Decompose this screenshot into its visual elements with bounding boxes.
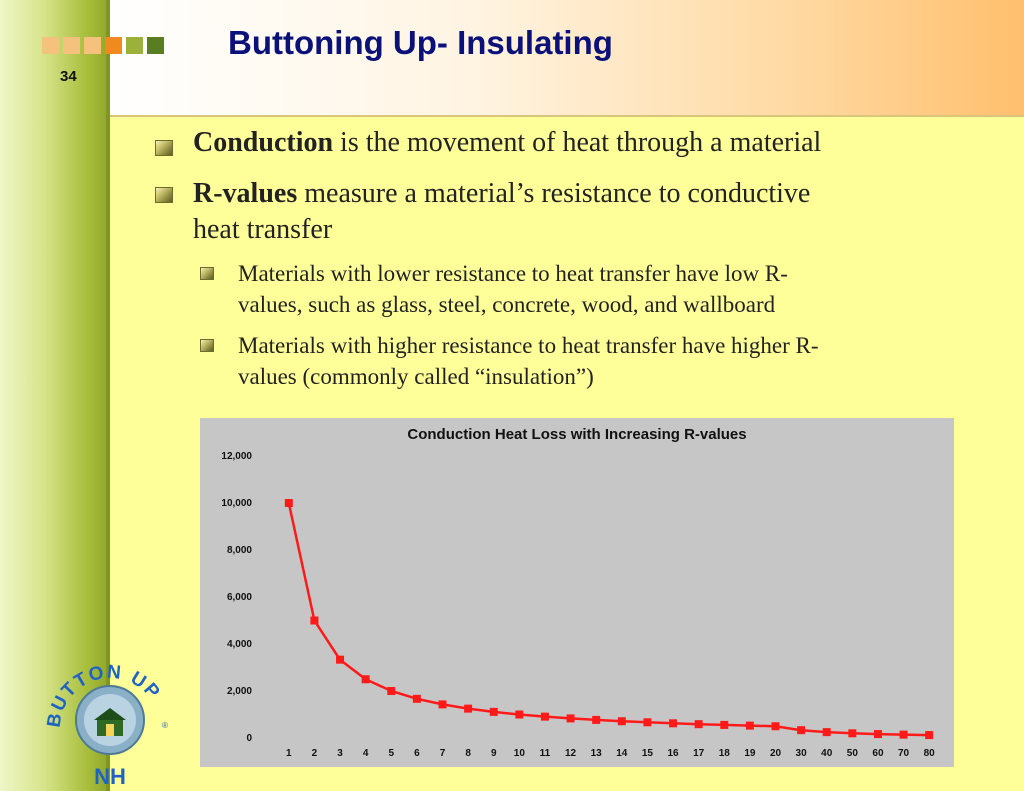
data-point — [540, 712, 549, 721]
x-tick-label: 7 — [440, 748, 446, 759]
data-point — [412, 694, 421, 703]
data-point — [797, 726, 806, 735]
data-point — [925, 731, 934, 740]
slide-header — [110, 0, 1024, 115]
x-tick-label: 30 — [796, 748, 808, 759]
x-tick-label: 14 — [616, 748, 628, 759]
x-tick-label: 6 — [414, 748, 420, 759]
x-tick-label: 5 — [388, 748, 394, 759]
x-tick-label: 60 — [872, 748, 884, 759]
x-tick-label: 19 — [744, 748, 756, 759]
data-point — [361, 675, 370, 684]
sub-bullet-icon — [200, 339, 214, 352]
bullet-rvalues: R-values measure a material’s resistance… — [193, 177, 810, 211]
data-point — [284, 499, 293, 507]
square-icon — [126, 37, 143, 54]
x-tick-label: 50 — [847, 748, 859, 759]
y-tick-label: 12,000 — [221, 451, 252, 462]
chart-title: Conduction Heat Loss with Increasing R-v… — [407, 426, 747, 443]
x-tick-label: 8 — [465, 748, 471, 759]
x-tick-label: 2 — [312, 748, 318, 759]
sub-bullet-low-cont: values, such as glass, steel, concrete, … — [238, 292, 776, 317]
y-tick-label: 4,000 — [227, 639, 252, 650]
sidebar-edge — [106, 0, 110, 791]
bullet-conduction: Conduction is the movement of heat throu… — [193, 126, 821, 160]
square-icon — [105, 37, 122, 54]
square-icon — [84, 37, 101, 54]
data-point — [489, 707, 498, 716]
data-point — [848, 729, 857, 738]
x-tick-label: 15 — [642, 748, 654, 759]
bullet-term: R-values — [193, 178, 298, 209]
data-point — [873, 730, 882, 739]
data-point — [745, 721, 754, 730]
x-tick-label: 40 — [821, 748, 833, 759]
x-tick-label: 12 — [565, 748, 577, 759]
square-icon — [63, 37, 80, 54]
data-point — [310, 616, 319, 625]
sub-bullet-high-cont: values (commonly called “insulation”) — [238, 364, 594, 389]
bullet-text: measure a material’s resistance to condu… — [297, 178, 811, 209]
x-tick-label: 20 — [770, 748, 782, 759]
bullet-icon — [155, 140, 173, 156]
data-point — [899, 730, 908, 739]
x-tick-label: 18 — [719, 748, 731, 759]
house-icon — [94, 708, 126, 736]
x-tick-label: 4 — [363, 748, 369, 759]
y-tick-label: 0 — [246, 733, 252, 744]
data-point — [643, 718, 652, 727]
bullet-text: is the movement of heat through a materi… — [333, 127, 822, 158]
x-tick-label: 17 — [693, 748, 705, 759]
data-point — [566, 714, 575, 723]
x-tick-label: 11 — [540, 748, 551, 759]
sub-bullet-icon — [200, 267, 214, 280]
data-point — [694, 720, 703, 729]
square-icon — [42, 37, 59, 54]
bullet-rvalues-cont: heat transfer — [193, 214, 333, 245]
data-point — [336, 655, 345, 664]
data-point — [669, 719, 678, 728]
x-tick-label: 9 — [491, 748, 497, 759]
data-point — [592, 715, 601, 724]
sub-bullet-low: Materials with lower resistance to heat … — [238, 261, 788, 286]
left-sidebar-bar — [0, 0, 110, 791]
header-divider — [110, 115, 1024, 117]
y-tick-label: 8,000 — [227, 545, 252, 556]
slide-number: 34 — [60, 68, 77, 85]
x-tick-label: 1 — [286, 748, 292, 759]
bullet-term: Conduction — [193, 127, 334, 158]
square-icon — [147, 37, 164, 54]
y-tick-label: 2,000 — [227, 686, 252, 697]
data-point — [464, 704, 473, 713]
series-line — [287, 502, 930, 737]
logo-registered: ® — [162, 721, 168, 730]
logo-state: NH — [94, 764, 126, 789]
x-tick-label: 70 — [898, 748, 910, 759]
decorative-squares — [42, 37, 164, 54]
data-point — [617, 717, 626, 726]
data-point — [515, 710, 524, 719]
data-point — [387, 687, 396, 695]
y-tick-label: 10,000 — [221, 498, 252, 509]
button-up-nh-logo: BUTTON UP ® NH — [44, 662, 168, 789]
x-tick-label: 16 — [667, 748, 679, 759]
sub-bullet-high: Materials with higher resistance to heat… — [238, 333, 819, 358]
bullet-icon — [155, 187, 173, 203]
data-point — [822, 728, 831, 737]
slide-title: Buttoning Up- Insulating — [228, 24, 613, 61]
x-tick-label: 80 — [924, 748, 936, 759]
x-tick-label: 13 — [591, 748, 603, 759]
y-tick-label: 6,000 — [227, 592, 252, 603]
data-point — [438, 700, 447, 709]
data-point — [771, 722, 780, 731]
data-point — [720, 720, 729, 729]
x-tick-label: 10 — [514, 748, 526, 759]
x-tick-label: 3 — [337, 748, 343, 759]
chart-container: Conduction Heat Loss with Increasing R-v… — [200, 418, 954, 767]
